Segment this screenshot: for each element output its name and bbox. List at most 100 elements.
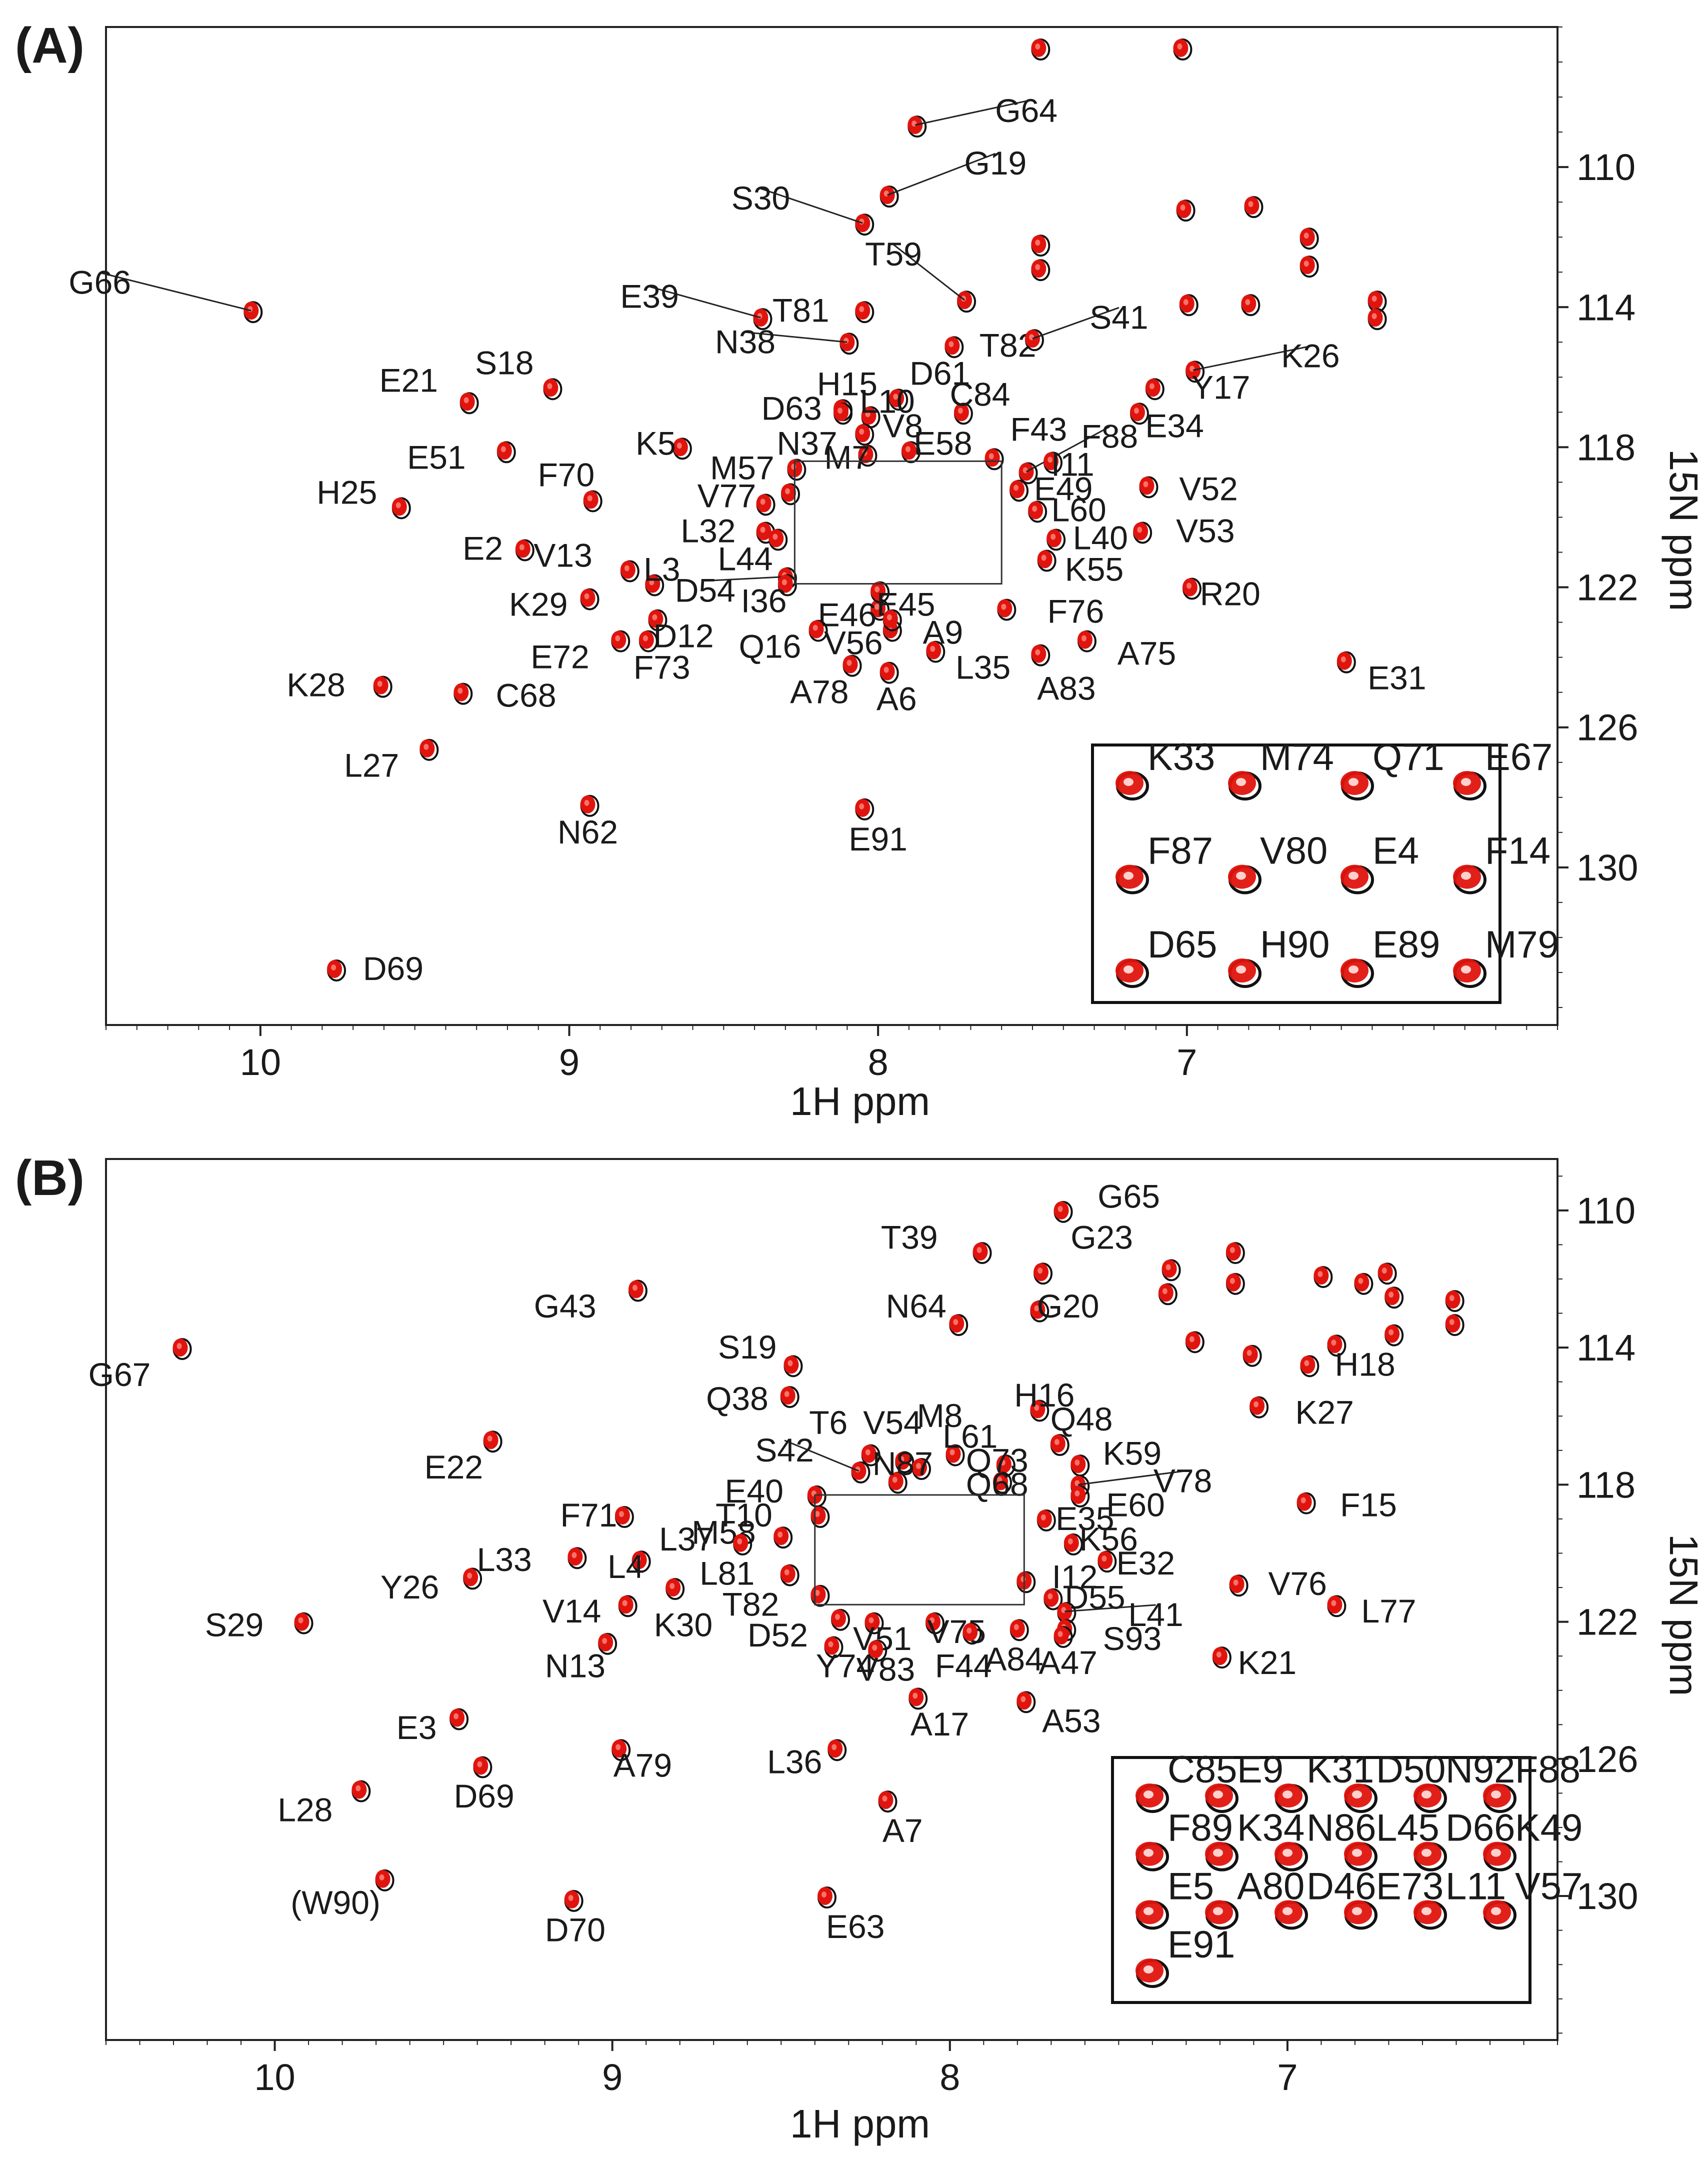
peak-label: H18	[1335, 1346, 1396, 1382]
peak-v54	[895, 1451, 914, 1474]
peak-v77	[756, 494, 776, 516]
peak-f44	[962, 1622, 982, 1645]
unlabeled-peak	[1176, 200, 1196, 222]
peak-g43	[628, 1280, 648, 1302]
crowded-region-box	[794, 460, 1002, 585]
peak-label: G64	[995, 92, 1058, 129]
peak-e49	[1010, 480, 1029, 502]
peak-label: V77	[698, 477, 756, 514]
peak-label: D52	[748, 1616, 808, 1654]
inset-peak	[1116, 864, 1149, 894]
peak-q48	[1050, 1434, 1070, 1456]
inset-peak	[1274, 1784, 1308, 1813]
inset-peak-label: M79	[1485, 924, 1559, 966]
inset-peak-label: N86	[1306, 1807, 1376, 1850]
peak-l77	[1327, 1595, 1346, 1618]
peak-s19	[784, 1355, 803, 1378]
peak-g23	[1034, 1262, 1053, 1285]
peak-v83	[868, 1640, 888, 1662]
peak-label: T39	[881, 1219, 938, 1256]
unlabeled-peak	[1031, 38, 1050, 61]
peak-c68	[454, 682, 473, 705]
peak-label: A17	[910, 1706, 969, 1742]
peak-h16	[1030, 1400, 1050, 1422]
panel-a-y-axis-title: 15N ppm	[1662, 449, 1706, 612]
peak-label: G43	[534, 1288, 596, 1324]
inset-peak	[1340, 958, 1374, 988]
peak-f76	[997, 598, 1016, 621]
peak-label: Q38	[706, 1380, 768, 1417]
inset-peak	[1116, 771, 1149, 800]
peak-t81	[855, 301, 874, 324]
unlabeled-peak	[1031, 234, 1050, 257]
peak-label: V53	[1176, 512, 1234, 550]
unlabeled-peak	[1173, 38, 1192, 61]
peak-e46	[870, 598, 890, 621]
inset-peak-label: F87	[1148, 830, 1213, 872]
panel-a-y-ticks: 110 114 118 122 126 130	[1558, 26, 1638, 1008]
inset-peak	[1344, 1842, 1378, 1872]
peak-e51	[496, 441, 516, 464]
peak-label: L28	[278, 1792, 332, 1828]
inset-peak	[1205, 1900, 1238, 1930]
peak-label: N62	[558, 814, 618, 850]
peak-m7	[858, 444, 878, 467]
peak-e35	[1036, 1509, 1056, 1532]
peak-s30	[855, 214, 874, 236]
peak-label: G65	[1098, 1178, 1160, 1214]
inset-peak	[1136, 1900, 1169, 1930]
unlabeled-peak	[1179, 294, 1198, 316]
peak-e22	[483, 1430, 502, 1453]
x-tick-label: 7	[1176, 1042, 1197, 1083]
inset-peak	[1344, 1784, 1378, 1813]
inset-peak-label: M74	[1260, 736, 1334, 778]
peak-a78	[842, 654, 862, 677]
peak-v51	[864, 1612, 884, 1634]
inset-peak	[1274, 1842, 1308, 1872]
inset-peak	[1136, 1842, 1169, 1872]
peak-g64	[908, 116, 927, 138]
peak-label: L4	[608, 1548, 644, 1585]
peak-label: F76	[1048, 593, 1104, 630]
peak-label: (W90)	[290, 1884, 380, 1921]
peak-label: Q48	[1050, 1400, 1113, 1438]
peak-label: A53	[1042, 1702, 1100, 1739]
peak-i11	[1044, 452, 1063, 474]
peak-y17	[1145, 378, 1164, 400]
peak-label: V8	[882, 407, 923, 444]
y-tick-label: 114	[1576, 286, 1636, 328]
peak-label: Q16	[739, 628, 802, 665]
peak-label: F43	[1010, 410, 1067, 448]
peak-label: A47	[1038, 1644, 1097, 1681]
peak-e32	[1098, 1550, 1117, 1573]
peak-label: S30	[732, 180, 790, 216]
peak-l40	[1046, 528, 1066, 551]
y-tick-label: 114	[1576, 1327, 1636, 1368]
peak-label: K21	[1238, 1644, 1296, 1681]
peak-n37	[787, 458, 806, 481]
unlabeled-peak	[1300, 256, 1319, 278]
y-tick-label: 118	[1576, 1464, 1636, 1506]
peak-d69	[473, 1756, 492, 1778]
peak-label: N37	[777, 424, 838, 462]
peak-label: A6	[876, 680, 917, 718]
peak-f70	[583, 490, 602, 512]
panel-b-y-axis-title: 15N ppm	[1662, 1534, 1706, 1696]
unlabeled-peak	[1384, 1286, 1404, 1309]
inset-frame	[1111, 1756, 1532, 2004]
peak-label: A78	[790, 674, 848, 710]
peak-q68	[993, 1472, 1012, 1494]
peak-v76	[1229, 1574, 1248, 1597]
peak-e40	[807, 1485, 826, 1508]
peak-label: E21	[380, 362, 438, 398]
peak-label: A83	[1037, 670, 1096, 707]
peak-leader-line	[1032, 306, 1120, 340]
peak-k5	[672, 438, 692, 460]
unlabeled-peak	[1242, 1344, 1262, 1367]
peak-s18	[543, 378, 562, 400]
inset-peak-label: C85	[1168, 1748, 1237, 1791]
peak-label: I11	[1051, 446, 1094, 482]
peak-label: C68	[496, 677, 556, 714]
peak-k29	[580, 588, 600, 610]
